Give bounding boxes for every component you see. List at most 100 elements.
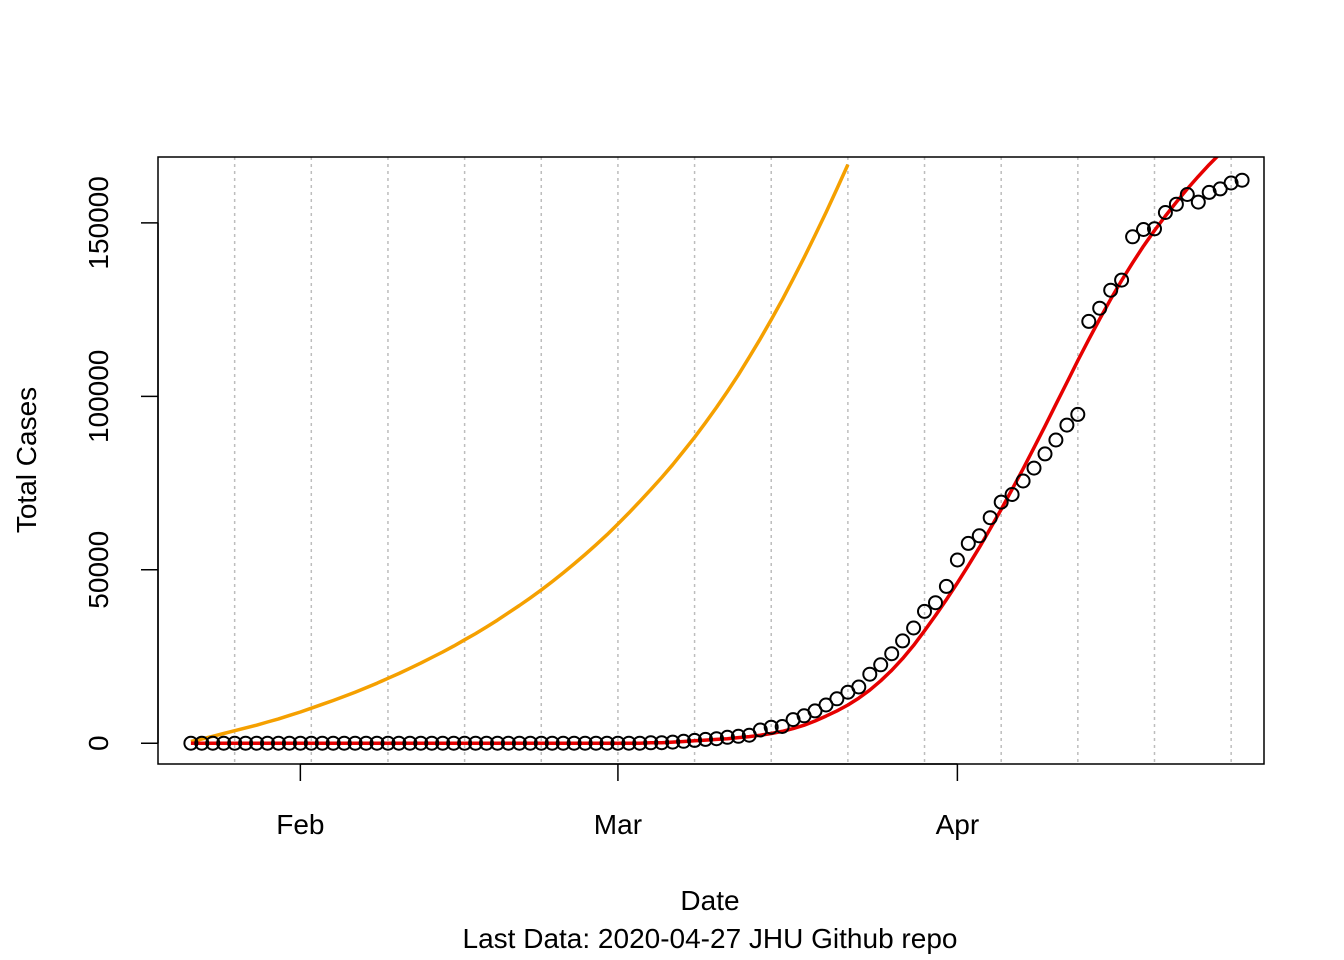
chart-subtitle: Last Data: 2020-04-27 JHU Github repo bbox=[463, 923, 958, 954]
data-point bbox=[632, 735, 648, 751]
data-point bbox=[369, 735, 385, 751]
data-points bbox=[183, 172, 1250, 751]
data-point bbox=[314, 735, 330, 751]
data-point bbox=[938, 578, 954, 594]
data-point bbox=[654, 735, 670, 751]
data-point bbox=[884, 646, 900, 662]
data-point bbox=[1168, 196, 1184, 212]
data-point bbox=[490, 735, 505, 751]
data-point bbox=[238, 735, 254, 751]
data-point bbox=[687, 732, 703, 748]
data-point bbox=[533, 735, 549, 751]
grid-lines bbox=[233, 157, 1232, 764]
data-point bbox=[851, 679, 867, 695]
data-point bbox=[676, 733, 692, 749]
data-point bbox=[1136, 222, 1151, 237]
data-point bbox=[949, 552, 965, 568]
data-point bbox=[336, 735, 352, 751]
data-point bbox=[643, 735, 659, 751]
data-point bbox=[522, 735, 538, 751]
data-point bbox=[1179, 187, 1195, 202]
series-line bbox=[190, 157, 1220, 745]
data-point bbox=[698, 731, 713, 747]
data-point bbox=[292, 735, 308, 751]
data-point bbox=[1004, 487, 1020, 502]
data-point bbox=[763, 719, 779, 735]
x-tick-label: Mar bbox=[594, 809, 642, 840]
data-point bbox=[719, 729, 735, 745]
data-point bbox=[906, 620, 922, 636]
data-point bbox=[1059, 417, 1075, 433]
y-axis: 0 50000 100000 150000 bbox=[83, 176, 159, 751]
data-point bbox=[774, 719, 790, 734]
data-point bbox=[435, 735, 451, 751]
data-point bbox=[1015, 473, 1031, 489]
series-line bbox=[190, 163, 850, 744]
data-point bbox=[205, 735, 221, 751]
data-point bbox=[818, 697, 834, 713]
data-point bbox=[1147, 221, 1162, 237]
x-tick-label: Apr bbox=[936, 809, 980, 840]
data-point bbox=[862, 666, 878, 682]
data-point bbox=[752, 722, 768, 738]
fit-lines bbox=[190, 157, 1220, 745]
data-point bbox=[1081, 313, 1097, 329]
data-point bbox=[577, 735, 593, 751]
data-point bbox=[216, 735, 232, 751]
y-tick-label: 100000 bbox=[83, 350, 114, 443]
data-point bbox=[1048, 432, 1064, 448]
data-point bbox=[829, 691, 845, 707]
data-point bbox=[325, 735, 341, 751]
data-point bbox=[730, 728, 746, 744]
data-point bbox=[402, 735, 418, 751]
data-point bbox=[665, 734, 681, 750]
data-point bbox=[249, 735, 265, 751]
data-point bbox=[1092, 300, 1108, 316]
y-tick-label: 50000 bbox=[83, 531, 114, 609]
data-point bbox=[971, 528, 987, 544]
y-tick-label: 150000 bbox=[83, 176, 114, 269]
y-tick-label: 0 bbox=[83, 735, 114, 751]
data-point bbox=[413, 735, 429, 751]
data-point bbox=[391, 735, 407, 751]
data-point bbox=[1070, 406, 1086, 422]
data-point bbox=[380, 735, 396, 751]
data-point bbox=[555, 735, 571, 751]
data-point bbox=[895, 633, 911, 649]
data-point bbox=[1037, 446, 1053, 462]
data-point bbox=[928, 595, 943, 611]
data-point bbox=[982, 510, 998, 526]
data-point bbox=[1103, 282, 1119, 298]
data-point bbox=[446, 735, 462, 751]
data-point bbox=[183, 735, 199, 751]
data-point bbox=[993, 494, 1009, 510]
data-point bbox=[303, 735, 319, 751]
data-point bbox=[566, 735, 582, 751]
data-point bbox=[544, 735, 560, 751]
x-tick-label: Feb bbox=[276, 809, 324, 840]
data-point bbox=[1223, 175, 1239, 191]
data-point bbox=[588, 735, 604, 751]
data-point bbox=[271, 735, 286, 751]
data-point bbox=[227, 735, 243, 751]
data-point bbox=[1125, 229, 1141, 245]
data-point bbox=[511, 735, 527, 751]
data-point bbox=[1190, 194, 1206, 210]
plot-frame bbox=[157, 156, 1265, 765]
data-point bbox=[960, 535, 976, 551]
data-point bbox=[260, 735, 275, 751]
data-point bbox=[1026, 460, 1042, 476]
x-axis: Feb Mar Apr bbox=[276, 763, 980, 840]
data-point bbox=[281, 735, 297, 751]
data-point bbox=[1114, 272, 1130, 288]
data-point bbox=[424, 735, 440, 751]
data-point bbox=[500, 735, 516, 751]
data-point bbox=[1157, 205, 1173, 220]
data-point bbox=[358, 735, 374, 751]
data-point bbox=[621, 735, 637, 751]
y-axis-label: Total Cases bbox=[11, 387, 42, 533]
data-point bbox=[610, 735, 626, 751]
data-point bbox=[599, 735, 615, 751]
data-point bbox=[347, 735, 363, 751]
